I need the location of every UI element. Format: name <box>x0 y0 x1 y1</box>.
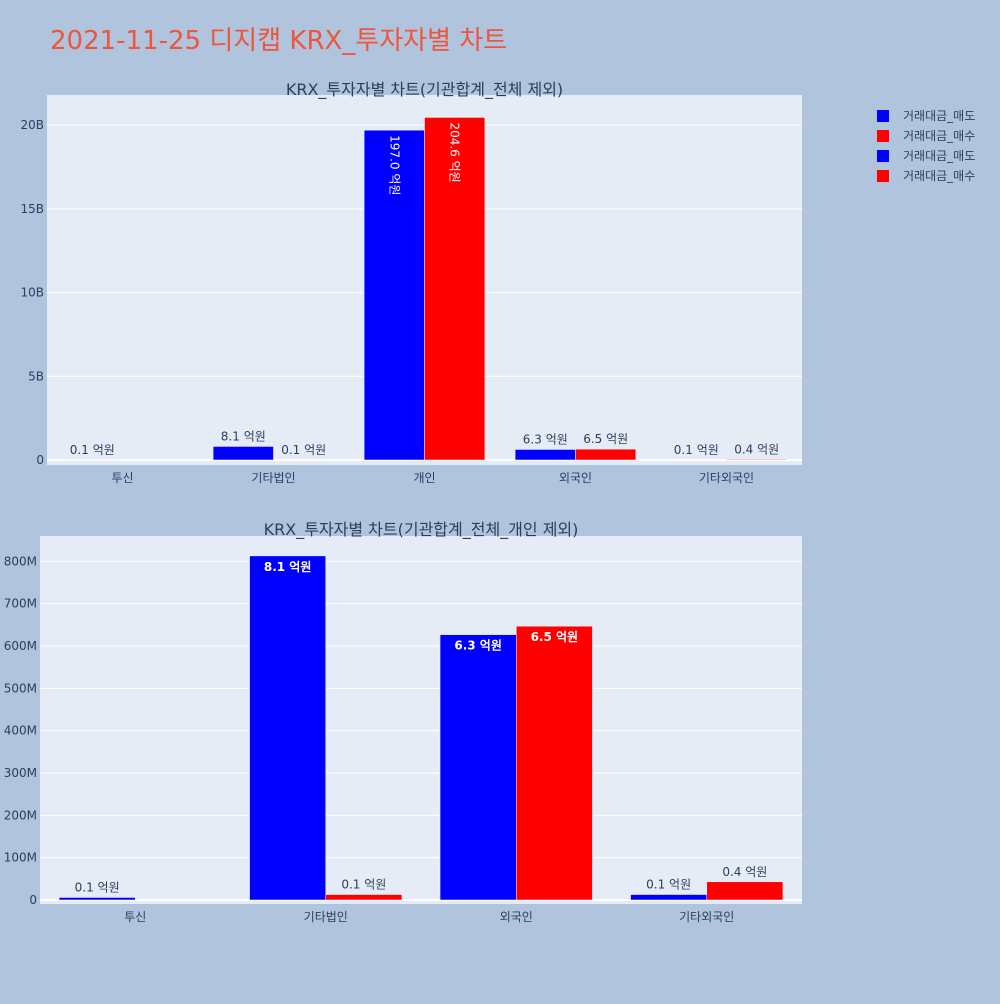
data-label: 0.1 억원 <box>281 443 326 457</box>
x-tick-label: 기타외국인 <box>679 910 734 924</box>
bar[interactable] <box>707 882 783 900</box>
data-label: 0.1 억원 <box>75 880 120 894</box>
data-label: 0.4 억원 <box>734 442 779 456</box>
page-title: 2021-11-25 디지캡 KRX_투자자별 차트 <box>50 26 507 56</box>
y-tick-label: 0 <box>36 453 44 467</box>
bar[interactable] <box>250 556 326 900</box>
legend-label[interactable]: 거래대금_매수 <box>903 169 975 183</box>
data-label: 0.4 억원 <box>722 865 767 879</box>
legend-swatch[interactable] <box>877 170 889 182</box>
data-label: 6.5 억원 <box>583 432 628 446</box>
x-tick-label: 외국인 <box>559 471 592 485</box>
legend-label[interactable]: 거래대금_매도 <box>903 109 975 123</box>
y-tick-label: 400M <box>4 724 37 738</box>
legend-label[interactable]: 거래대금_매도 <box>903 149 975 163</box>
legend-swatch[interactable] <box>877 150 889 162</box>
y-tick-label: 15B <box>20 202 44 216</box>
y-tick-label: 100M <box>4 851 37 865</box>
data-label: 0.1 억원 <box>674 443 719 457</box>
bar[interactable] <box>326 894 402 900</box>
y-tick-label: 5B <box>28 369 44 383</box>
y-tick-label: 0 <box>29 893 37 907</box>
x-tick-label: 투신 <box>111 471 133 485</box>
x-tick-label: 외국인 <box>500 910 533 924</box>
data-label: 6.3 억원 <box>523 432 568 446</box>
chart-title: KRX_투자자별 차트(기관합계_전체_개인 제외) <box>264 520 579 540</box>
y-tick-label: 200M <box>4 808 37 822</box>
chart-panel-top: 0 5B 10B 15B 20B KRX_투자자별 차트(기관합계_전체 제외) 투신 0.1… <box>20 80 802 485</box>
data-label: 6.3 억원 <box>454 639 502 653</box>
bar[interactable] <box>727 459 787 460</box>
legend-swatch[interactable] <box>877 130 889 142</box>
y-tick-label: 300M <box>4 766 37 780</box>
chart-title: KRX_투자자별 차트(기관합계_전체 제외) <box>286 80 563 100</box>
bar[interactable] <box>440 635 516 900</box>
data-label: 8.1 억원 <box>221 429 266 443</box>
y-tick-label: 20B <box>20 118 44 132</box>
bar[interactable] <box>515 449 575 460</box>
bar[interactable] <box>631 894 707 900</box>
chart-panel-bottom: 0 100M 200M 300M 400M 500M 600M 700M 800M KRX_투자자… <box>4 520 802 924</box>
data-label: 8.1 억원 <box>264 560 312 574</box>
y-tick-label: 800M <box>4 554 37 568</box>
x-tick-label: 기타외국인 <box>699 471 754 485</box>
data-label: 0.1 억원 <box>341 877 386 891</box>
data-label: 197.0 억원 <box>387 135 401 195</box>
data-label: 6.5 억원 <box>531 630 579 644</box>
data-label: 0.1 억원 <box>646 877 691 891</box>
legend-swatch[interactable] <box>877 110 889 122</box>
y-tick-label: 10B <box>20 286 44 300</box>
data-label: 204.6 억원 <box>448 122 462 182</box>
bar[interactable] <box>576 449 636 460</box>
x-tick-label: 개인 <box>413 471 435 485</box>
y-tick-label: 600M <box>4 639 37 653</box>
bar[interactable] <box>59 897 135 900</box>
x-tick-label: 기타법인 <box>251 471 295 485</box>
x-tick-label: 기타법인 <box>304 910 348 924</box>
data-label: 0.1 억원 <box>70 443 115 457</box>
y-tick-label: 700M <box>4 597 37 611</box>
bar[interactable] <box>516 626 592 900</box>
x-tick-label: 투신 <box>124 910 146 924</box>
plot-area <box>40 536 802 904</box>
legend-label[interactable]: 거래대금_매수 <box>903 129 975 143</box>
bar[interactable] <box>213 446 273 460</box>
y-tick-label: 500M <box>4 681 37 695</box>
